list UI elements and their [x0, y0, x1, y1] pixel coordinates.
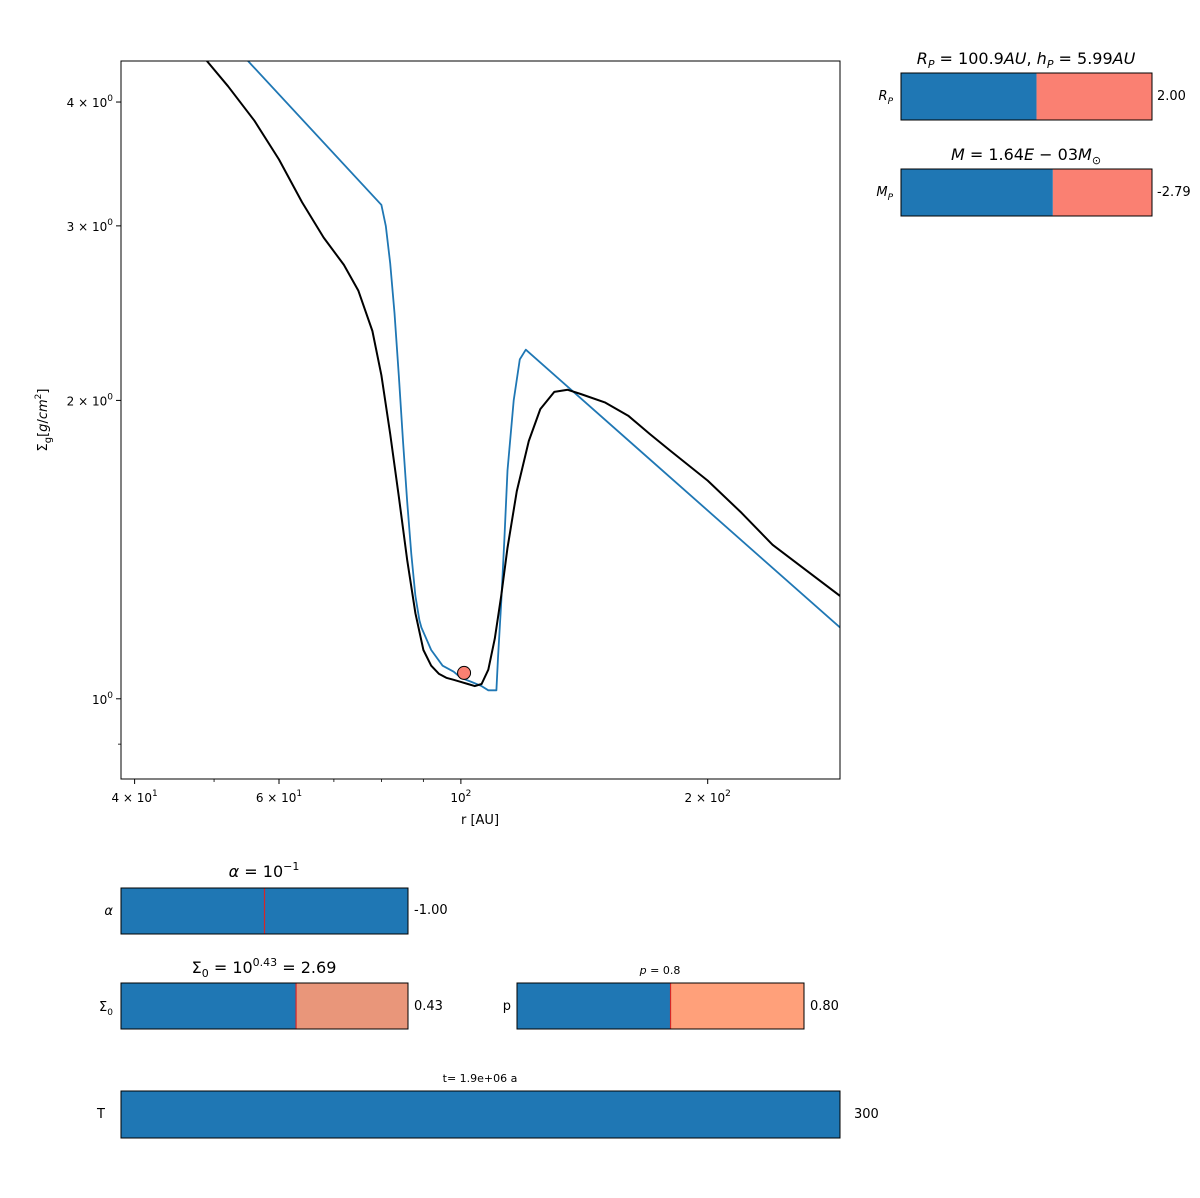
plot-frame [120, 60, 841, 780]
slider-sigma0-remainder[interactable] [296, 983, 408, 1029]
slider-mp-value: -2.79 [1157, 185, 1191, 200]
x-axis-label: r [AU] [461, 813, 499, 828]
slider-time-label: T [96, 1107, 105, 1122]
slider-p-label: p [503, 999, 511, 1014]
slider-mp-label: MP [876, 185, 893, 203]
slider-time-value: 300 [854, 1107, 879, 1122]
y-axis-label: Σg[g/cm2] [34, 389, 54, 452]
slider-time-frame [120, 1090, 841, 1139]
slider-time-title: t= 1.9e+06 a [443, 1072, 518, 1085]
slider-sigma0[interactable]: Σ0 = 100.43 = 2.69 Σ0 0.43 [99, 956, 443, 1030]
slider-mp-frame [900, 168, 1153, 217]
x-tick-label: 4 × 101 [111, 789, 157, 805]
x-tick-label: 6 × 101 [256, 789, 302, 805]
slider-mp-remainder[interactable] [1052, 169, 1152, 216]
slider-rp[interactable]: RP = 100.9AU, hP = 5.99AU RP 2.00 [879, 49, 1186, 121]
y-tick-label: 3 × 100 [67, 218, 114, 234]
slider-alpha-label: α [104, 904, 113, 919]
x-tick-label: 102 [450, 789, 471, 805]
slider-time[interactable]: t= 1.9e+06 a T 300 [96, 1072, 879, 1139]
slider-rp-remainder[interactable] [1036, 73, 1152, 120]
slider-rp-fill[interactable] [901, 73, 1037, 120]
y-tick-label: 100 [92, 691, 113, 707]
slider-alpha[interactable]: α = 10−1 α -1.00 [104, 860, 448, 935]
slider-rp-label: RP [879, 89, 894, 107]
slider-p-value: 0.80 [810, 999, 839, 1014]
slider-alpha-title: α = 10−1 [229, 860, 300, 881]
slider-mp-title: M = 1.64E − 03M⊙ [951, 145, 1101, 167]
planet-marker [457, 665, 472, 680]
series-line-0 [206, 61, 840, 688]
series-line-1 [247, 61, 840, 692]
slider-p[interactable]: p = 0.8 p 0.80 [503, 964, 839, 1030]
y-tick-label: 2 × 100 [67, 392, 114, 408]
slider-p-remainder[interactable] [670, 983, 804, 1029]
slider-alpha-value: -1.00 [414, 903, 448, 918]
slider-time-fill[interactable] [121, 1091, 840, 1138]
slider-mp-fill[interactable] [901, 169, 1053, 216]
x-tick-label: 2 × 102 [685, 789, 731, 805]
slider-sigma0-value: 0.43 [414, 999, 443, 1014]
slider-alpha-frame [120, 887, 409, 935]
slider-sigma0-fill[interactable] [121, 983, 297, 1029]
slider-p-fill[interactable] [517, 983, 671, 1029]
slider-p-title: p = 0.8 [639, 964, 681, 977]
y-tick-label: 4 × 100 [67, 94, 114, 110]
slider-sigma0-frame [120, 982, 409, 1030]
slider-rp-frame [900, 72, 1153, 121]
slider-rp-title: RP = 100.9AU, hP = 5.99AU [917, 49, 1136, 71]
slider-mp[interactable]: M = 1.64E − 03M⊙ MP -2.79 [876, 145, 1191, 217]
slider-sigma0-label: Σ0 [99, 1000, 113, 1018]
slider-rp-value: 2.00 [1157, 89, 1186, 104]
slider-p-frame [516, 982, 805, 1030]
main-plot: 4 × 101 6 × 101 102 2 × 102 100 2 × 100 3 × 1… [34, 60, 841, 828]
slider-sigma0-title: Σ0 = 100.43 = 2.69 [192, 956, 337, 980]
